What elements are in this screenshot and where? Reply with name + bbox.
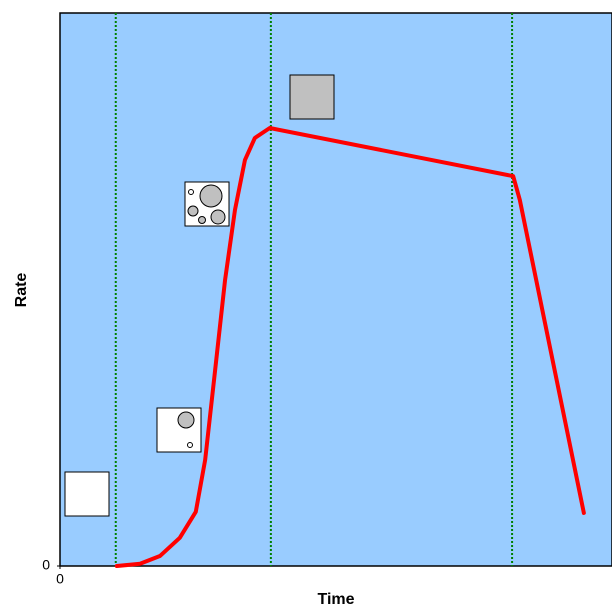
icon-solid: [290, 75, 334, 119]
x-axis-label: Time: [317, 591, 354, 608]
plot-area: [60, 13, 612, 566]
chart: Time Rate 00: [0, 0, 612, 610]
y-tick-label: 0: [42, 557, 50, 573]
y-axis-label: Rate: [13, 273, 30, 308]
x-tick-label: 0: [56, 571, 64, 587]
icon-many-particles: [185, 182, 229, 226]
icon-few-particles: [157, 408, 201, 452]
icon-empty: [65, 472, 109, 516]
